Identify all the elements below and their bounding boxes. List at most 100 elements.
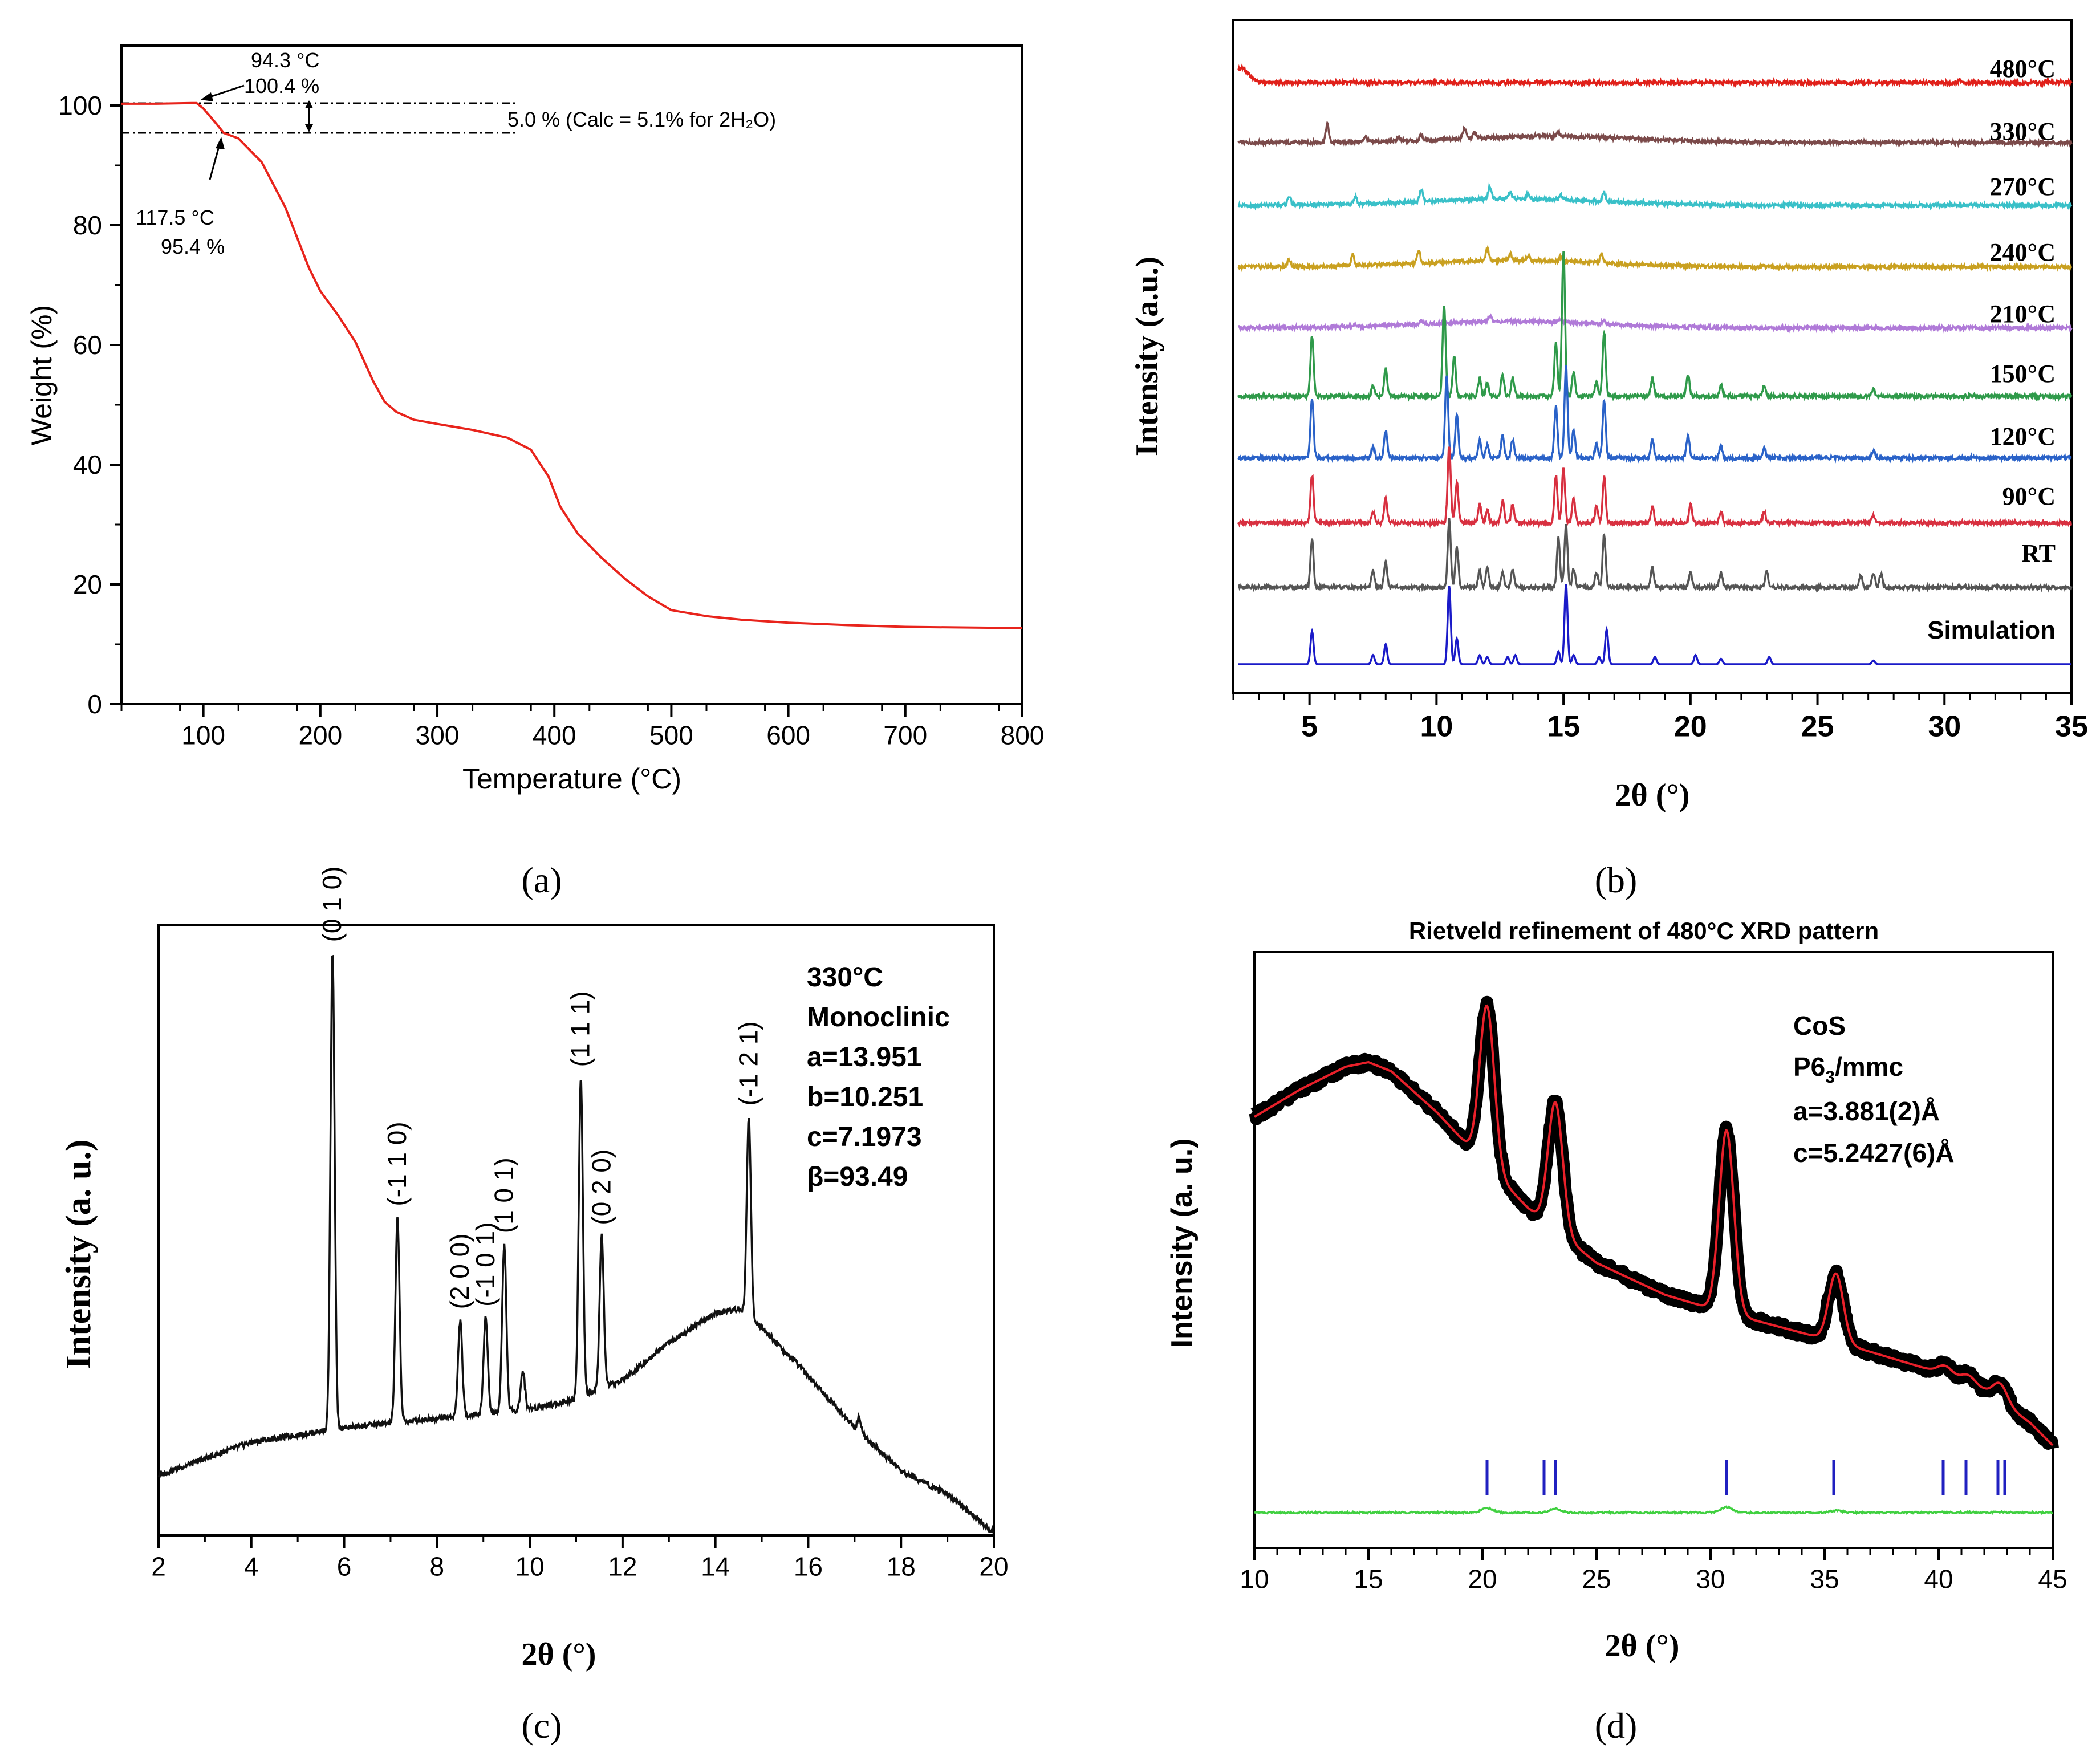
panel-d-info-spacegroup-rest: /mmc [1835, 1052, 1903, 1082]
panel-a-ylabel: Weight (%) [26, 305, 58, 445]
panel-c-reflection-label: (-1 0 1) [470, 1222, 500, 1307]
panel-d-xtick-label: 30 [1696, 1564, 1725, 1594]
panel-d-info-spacegroup-main: P6 [1793, 1052, 1825, 1082]
panel-c-reflection-labels: (0 1 0) (-1 1 0) (2 0 0)(-1 0 1)(1 0 1) (1 … [317, 866, 763, 1309]
arrowhead-mass-loss-bottom [305, 124, 313, 132]
panel-c-reflection-label: (0 1 0) [317, 866, 347, 942]
panel-b-series-1 [1237, 120, 2073, 148]
panel-c-ticks: 2 4 6 8 10 12 14 16 18 20 [151, 1535, 1009, 1581]
panel-d-info-spacegroup: P63/mmc [1793, 1052, 1903, 1087]
panel-c-xtick-label: 16 [794, 1551, 823, 1581]
panel-a-xtick-label: 400 [533, 720, 576, 750]
panel-a-ytick-label: 0 [87, 689, 102, 719]
panel-c-label: (c) [521, 1705, 562, 1746]
panel-c-reflection-label: (2 0 0) [445, 1233, 474, 1309]
panel-c-xtick-label: 18 [887, 1551, 916, 1581]
panel-d-info-c: c=5.2427(6)Å [1793, 1138, 1955, 1168]
panel-c-xtick-label: 2 [151, 1551, 166, 1581]
panel-b-series-0 [1237, 63, 2073, 88]
panel-c-info-beta: β=93.49 [807, 1162, 908, 1192]
panel-b-series-4 [1238, 313, 2073, 334]
panel-c-reflection-label: (0 2 0) [586, 1149, 616, 1225]
panel-c-xtick-label: 6 [337, 1551, 352, 1581]
panel-a-ticks: 100 200 300 400 500 600 700 800 0 20 40 60 80 100 [58, 91, 1044, 750]
annotation-upper-weight: 100.4 % [244, 74, 319, 97]
panel-a-label: (a) [521, 860, 562, 900]
panel-c-info-temperature: 330°C [807, 962, 883, 993]
panel-b-series-label: 90°C [2002, 482, 2056, 510]
panel-c-series [157, 954, 994, 1534]
panel-d-series [1249, 995, 2059, 1515]
panel-b-vt-xrd-chart: 5 10 15 20 25 30 35 480°C 330°C 270°C 240°C 210°C 1… [1130, 19, 2088, 900]
panel-d-ylabel: Intensity (a. u.) [1165, 1139, 1199, 1348]
panel-c-info-box: 330°C Monoclinic a=13.951 b=10.251 c=7.1… [807, 962, 950, 1192]
panel-d-info-spacegroup-sub: 3 [1825, 1068, 1835, 1087]
panel-b-series-label: Simulation [1927, 616, 2056, 644]
panel-c-reflection-label: (-1 2 1) [733, 1021, 763, 1105]
panel-a-xtick-label: 800 [1001, 720, 1045, 750]
panel-b-xtick-label: 30 [1928, 710, 1961, 743]
panel-c-xrd-330-chart: 2 4 6 8 10 12 14 16 18 20 (0 1 0)(-1 1 0)(2 0 0)(… [59, 866, 1009, 1746]
panel-c-xrd-curve [157, 954, 994, 1534]
panel-b-series-labels: 480°C 330°C 270°C 240°C 210°C 150°C 120°C 90°C R… [1927, 55, 2056, 644]
panel-d-difference-curve [1253, 1505, 2053, 1515]
panel-a-ytick-label: 100 [58, 91, 102, 120]
panel-d-xtick-label: 15 [1354, 1564, 1383, 1594]
panel-a-plot-frame [120, 44, 1023, 705]
panel-a-ytick-label: 40 [73, 450, 102, 479]
panel-d-xtick-label: 45 [2038, 1564, 2067, 1594]
panel-d-xtick-label: 10 [1240, 1564, 1269, 1594]
panel-d-xtick-label: 20 [1468, 1564, 1497, 1594]
panel-b-series-7 [1237, 446, 2073, 529]
panel-c-info-c: c=7.1973 [807, 1122, 922, 1152]
panel-d-info-box: CoS P63/mmc a=3.881(2)Å c=5.2427(6)Å [1793, 1011, 1955, 1168]
panel-d-rietveld-chart: Rietveld refinement of 480°C XRD pattern… [1165, 917, 2067, 1746]
annotation-upper-temp: 94.3 °C [251, 48, 319, 72]
panel-d-xlabel: 2θ (°) [1605, 1628, 1680, 1664]
panel-c-xtick-label: 8 [430, 1551, 445, 1581]
panel-d-xtick-label: 35 [1810, 1564, 1839, 1594]
panel-c-xtick-label: 14 [701, 1551, 730, 1581]
panel-a-xtick-label: 700 [883, 720, 927, 750]
panel-a-xtick-label: 500 [649, 720, 693, 750]
panel-b-series-label: RT [2021, 539, 2056, 567]
panel-b-series-label: 480°C [1990, 55, 2056, 83]
panel-d-info-a: a=3.881(2)Å [1793, 1096, 1940, 1126]
panel-c-ylabel: Intensity (a. u.) [59, 1139, 98, 1369]
panel-b-series-5 [1237, 251, 2073, 402]
panel-d-bragg-markers [1485, 1460, 2006, 1495]
panel-c-reflection-label: (1 0 1) [489, 1157, 518, 1233]
panel-b-series-label: 330°C [1990, 117, 2056, 145]
panel-b-xtick-label: 35 [2055, 710, 2088, 743]
panel-a-annotations: 94.3 °C 100.4 % 117.5 °C 95.4 % 5.0 % (C… [136, 48, 776, 258]
panel-a-xlabel: Temperature (°C) [462, 763, 681, 795]
panel-c-info-system: Monoclinic [807, 1002, 950, 1033]
panel-d-calculated-curve [1253, 1004, 2054, 1446]
arrowhead-upper [201, 92, 213, 101]
panel-d-info-compound: CoS [1793, 1011, 1846, 1040]
panel-c-xtick-label: 20 [979, 1551, 1008, 1581]
panel-c-info-a: a=13.951 [807, 1042, 922, 1072]
panel-b-series-8 [1237, 518, 2073, 593]
panel-a-xtick-label: 600 [766, 720, 810, 750]
panel-b-series [1237, 63, 2073, 665]
panel-d-title: Rietveld refinement of 480°C XRD pattern [1409, 917, 1879, 944]
panel-b-xlabel: 2θ (°) [1615, 778, 1690, 813]
annotation-lower-weight: 95.4 % [161, 235, 225, 258]
panel-b-plot-frame [1232, 19, 2073, 694]
panel-b-xtick-label: 15 [1547, 710, 1580, 743]
panel-b-xtick-label: 5 [1301, 710, 1318, 743]
panel-b-series-3 [1237, 245, 2073, 273]
panel-c-xtick-label: 4 [244, 1551, 259, 1581]
panel-a-ytick-label: 80 [73, 210, 102, 240]
panel-d-xtick-label: 40 [1924, 1564, 1953, 1594]
panel-a-xtick-label: 300 [416, 720, 460, 750]
panel-a-xtick-label: 200 [298, 720, 342, 750]
arrowhead-lower [216, 137, 225, 149]
panel-b-xtick-label: 25 [1801, 710, 1834, 743]
panel-b-series-6 [1237, 365, 2072, 464]
panel-b-series-2 [1237, 182, 2073, 211]
panel-d-plot-frame [1253, 951, 2054, 1549]
panel-d-ticks: 10 15 20 25 30 35 40 45 [1240, 1548, 2067, 1594]
